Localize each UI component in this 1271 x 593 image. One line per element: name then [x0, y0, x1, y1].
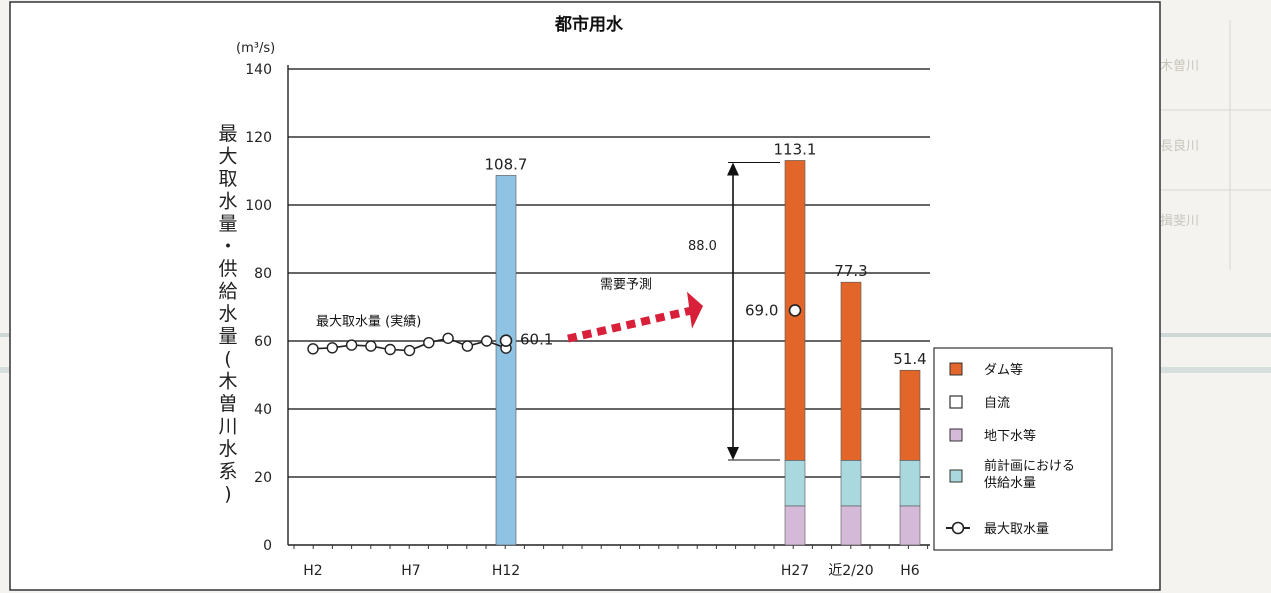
y-label-char-8: 水 — [218, 303, 237, 325]
y-tick-label-100: 100 — [245, 198, 272, 214]
y-tick-label-140: 140 — [245, 62, 272, 78]
annotations: 需要予測 69.0 88.0 — [567, 161, 802, 461]
max-intake-point-H9 — [442, 332, 454, 344]
bg-row-1: 木曽川 — [1160, 59, 1199, 74]
max-intake-point-H2 — [307, 343, 319, 355]
legend-label-natural-flow: 自流 — [984, 396, 1010, 411]
bar-label-近2/20: 77.3 — [834, 262, 867, 280]
legend-box — [933, 347, 1113, 551]
bar-H6-seg-1 — [899, 460, 921, 507]
forecast-arrow — [567, 305, 696, 343]
y-label-char-0: 最 — [218, 123, 237, 145]
bar-label-H6: 51.4 — [893, 350, 926, 368]
bar-近2/20-seg-0 — [840, 505, 862, 546]
line-series-label: 最大取水量 (実績) — [316, 314, 421, 330]
legend: ダム等 自流 地下水等 前計画における 供給水量 最大取水量 — [933, 347, 1113, 551]
legend-swatch-groundwater — [949, 428, 963, 442]
bars: 108.7 113.1 77.3 51.4 — [485, 140, 927, 546]
y-tick-label-60: 60 — [254, 334, 272, 350]
legend-label-dam: ダム等 — [984, 362, 1023, 378]
bar-H27-seg-1 — [784, 460, 806, 507]
bg-row-2: 長良川 — [1160, 138, 1199, 154]
legend-marker-max-intake — [951, 521, 965, 535]
gridlines: 0 20 40 60 80 100 120 140 H2 H7 H12 H27 近2/20 H6 — [245, 62, 930, 579]
x-tick-label-H7: H7 — [401, 563, 420, 579]
y-label-char-3: 水 — [218, 191, 237, 213]
bg-row-3: 揖斐川 — [1160, 214, 1199, 229]
bar-H27-seg-0 — [784, 505, 806, 546]
y-label-char-16: ) — [224, 483, 231, 505]
bar-label-H27: 113.1 — [774, 140, 817, 158]
y-label-char-13: 川 — [218, 416, 237, 438]
y-unit-label: (m³/s) — [236, 41, 275, 56]
y-label-char-14: 水 — [218, 438, 237, 460]
forecast-label: 需要予測 — [600, 277, 652, 292]
x-tick-label-H2: H2 — [303, 563, 322, 579]
y-label-char-10: ( — [224, 348, 231, 370]
y-tick-label-20: 20 — [254, 470, 272, 486]
max-intake-point-H8 — [423, 337, 435, 349]
max-intake-point-H5 — [365, 340, 377, 352]
span-label: 88.0 — [688, 239, 717, 254]
max-intake-point-H7 — [403, 344, 416, 357]
legend-swatch-natural-flow — [949, 395, 963, 409]
max-intake-point-H3 — [326, 342, 338, 354]
x-tick-label-H12: H12 — [492, 563, 520, 579]
y-label-char-12: 曽 — [218, 393, 237, 415]
y-label-char-2: 取 — [218, 168, 237, 190]
legend-swatch-previous-plan — [949, 469, 963, 483]
y-label-char-1: 大 — [218, 146, 237, 168]
y-tick-label-120: 120 — [245, 130, 272, 146]
max-intake-point-H12 — [499, 334, 513, 347]
forecast-arrowhead — [687, 291, 703, 329]
bar-H6-seg-0 — [899, 505, 921, 546]
span-arrow-bottom — [727, 447, 739, 460]
x-tick-label-H6: H6 — [900, 563, 920, 579]
max-intake-point-H11 — [481, 335, 493, 347]
y-label-char-4: 量 — [218, 213, 237, 235]
bar-H12 — [495, 175, 517, 546]
legend-swatch-dam — [949, 362, 963, 376]
legend-label-previous-plan: 前計画における 供給水量 — [984, 458, 1079, 491]
max-intake-point-H6 — [384, 343, 396, 356]
x-tick-label-近2/20: 近2/20 — [828, 563, 873, 579]
y-label-char-15: 系 — [218, 461, 237, 483]
bar-label-H12: 108.7 — [485, 155, 528, 173]
forecast-value-label: 69.0 — [745, 301, 778, 319]
chart-title: 都市用水 — [554, 14, 624, 35]
y-tick-label-0: 0 — [263, 538, 272, 554]
bar-近2/20-seg-1 — [840, 460, 862, 507]
y-label-char-11: 木 — [218, 371, 237, 393]
line-end-label: 60.1 — [520, 331, 553, 349]
max-intake-point-H10 — [461, 340, 474, 352]
span-arrow-top — [727, 162, 739, 176]
x-tick-label-H27: H27 — [781, 563, 809, 579]
legend-label-groundwater: 地下水等 — [984, 428, 1036, 444]
y-tick-label-80: 80 — [254, 266, 272, 282]
y-tick-label-40: 40 — [254, 402, 272, 418]
y-label-char-9: 量 — [218, 326, 237, 348]
max-intake-point-H4 — [345, 339, 358, 351]
bar-H6-seg-2 — [899, 369, 921, 461]
line-series: 最大取水量 (実績) 60.1 — [307, 314, 553, 357]
legend-label-max-intake: 最大取水量 — [984, 522, 1049, 537]
bar-近2/20-seg-2 — [840, 281, 862, 461]
y-label-char-6: 供 — [218, 258, 237, 280]
y-label-char-5: ・ — [218, 236, 237, 258]
forecast-point — [788, 304, 802, 317]
y-label-char-7: 給 — [218, 281, 237, 303]
